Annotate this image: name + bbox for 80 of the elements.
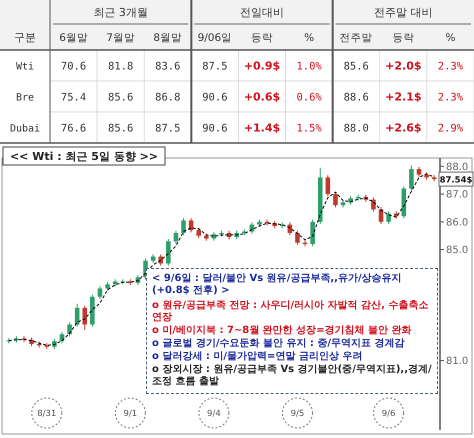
data-label: 83.6 xyxy=(155,60,180,72)
data-label: 1.5% xyxy=(296,122,322,134)
candlestick xyxy=(82,305,88,331)
x-tick-label: % xyxy=(445,32,456,44)
annotation: 87.54$ xyxy=(440,176,472,186)
candlestick xyxy=(416,166,422,178)
candlestick xyxy=(310,219,315,247)
y-tick-label: Dubai xyxy=(10,124,40,134)
line-series xyxy=(8,173,435,346)
data-label: 90.6 xyxy=(202,92,228,104)
chart-title: << Wti : 최근 5일 동향 >> xyxy=(10,150,158,163)
x-tick-label: 9/1 xyxy=(124,409,138,419)
data-label: 88.6 xyxy=(344,92,369,104)
text: 최근 3개월 xyxy=(93,6,148,19)
text: 전일대비 xyxy=(240,6,284,19)
y-tick-label: 81.0 xyxy=(446,356,468,368)
x-tick-label: % xyxy=(304,32,314,44)
data-label: 85.6 xyxy=(108,92,134,104)
data-label: +0.6$ xyxy=(244,90,280,104)
x-tick-label: 8/31 xyxy=(37,409,56,419)
annotation: o 글로벌 경기/수요둔화 불안 유지 : 중/무역지표 경계감 xyxy=(152,338,406,350)
data-label: 87.5 xyxy=(155,122,180,134)
data-label: 1.0% xyxy=(296,60,322,72)
data-label: 2.3% xyxy=(438,60,464,72)
data-label: 2.3% xyxy=(438,92,464,104)
data-label: 70.6 xyxy=(60,60,86,72)
x-tick-label: 9/4 xyxy=(207,409,221,419)
y-tick-label: 85.0 xyxy=(446,245,468,256)
data-label: 0.6% xyxy=(296,92,322,104)
candlestick xyxy=(166,238,171,266)
candlestick xyxy=(196,227,201,238)
candlestick xyxy=(174,230,178,244)
data-label: 76.6 xyxy=(60,122,86,134)
x-tick-label: 9/06일 xyxy=(198,32,232,44)
data-label: +2.6$ xyxy=(385,122,422,134)
data-label: 88.0 xyxy=(344,122,369,134)
data-label: +2.0$ xyxy=(385,60,422,72)
data-label: 75.4 xyxy=(60,92,86,104)
y-tick-label: Bre xyxy=(16,92,34,104)
annotation: < 9/6일 : 달러/불안 Vs 원유/공급부족,,유가/상승유지(+0.8$ 전후) > xyxy=(152,273,403,297)
data-label: +2.1$ xyxy=(385,90,422,104)
candlestick xyxy=(181,218,186,236)
x-tick-label: 6월말 xyxy=(59,32,88,44)
candlestick xyxy=(333,191,338,208)
y-axis-title: 구분 xyxy=(14,31,36,44)
data-label: 85.6 xyxy=(344,60,369,72)
y-tick-label: 87.0 xyxy=(446,190,468,201)
annotation: o 미/베이지북 : 7~8월 완만한 성장=경기침체 불안 완화 xyxy=(152,325,413,337)
y-tick-label: 88.0 xyxy=(446,162,468,173)
data-label: +1.4$ xyxy=(244,122,280,134)
candlestick xyxy=(409,164,414,192)
candlestick xyxy=(386,210,391,225)
x-tick-label: 9/5 xyxy=(290,409,304,419)
candlestick xyxy=(288,222,292,236)
data-label: +0.9$ xyxy=(244,60,280,72)
data-label: 87.5 xyxy=(202,60,228,72)
candlestick xyxy=(371,196,376,212)
x-tick-label: 9/6 xyxy=(382,409,396,419)
x-tick-label: 등락 xyxy=(392,32,414,44)
candlestick xyxy=(326,174,330,197)
y-tick-label: Wti xyxy=(16,62,34,72)
candlestick xyxy=(378,206,384,225)
annotation: o 달러강세 : 미/물가압력=연말 금리인상 우려 xyxy=(152,351,364,363)
text: 전주말 대비 xyxy=(374,6,433,19)
x-tick-label: 등락 xyxy=(251,32,273,44)
data-label: 86.8 xyxy=(155,92,180,104)
data-label: 90.6 xyxy=(202,122,228,134)
candlestick xyxy=(74,303,80,328)
data-label: 81.8 xyxy=(108,60,134,72)
candlestick xyxy=(295,230,300,246)
x-tick-label: 7월말 xyxy=(106,32,136,44)
x-tick-label: 8월말 xyxy=(153,32,182,44)
y-tick-label: 86.0 xyxy=(446,217,468,228)
x-tick-label: 전주말 xyxy=(340,32,373,44)
candlestick xyxy=(188,218,194,233)
candlestick xyxy=(60,332,64,344)
data-label: 85.6 xyxy=(108,122,134,134)
annotation: o 장외시장 : 원유/공급부족 Vs 경기불안(중/무역지표),,경계/조정 흐름 출발 xyxy=(152,364,432,388)
candlestick xyxy=(98,286,102,300)
data-label: 2.9% xyxy=(438,122,464,134)
